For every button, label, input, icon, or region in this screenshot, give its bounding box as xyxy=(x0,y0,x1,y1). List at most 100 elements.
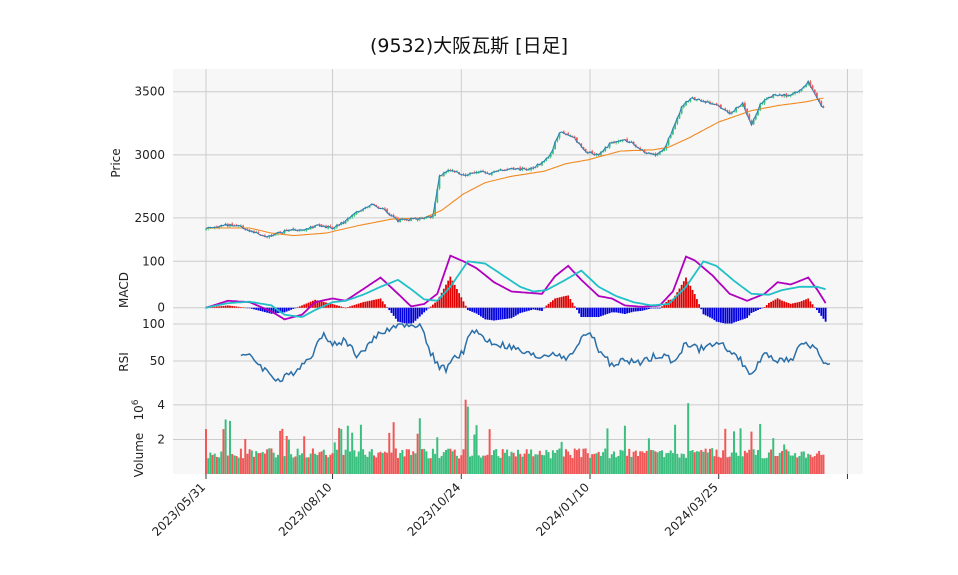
candle-body xyxy=(547,157,550,159)
macd-histogram-bar xyxy=(717,307,720,323)
volume-bar xyxy=(416,433,419,474)
volume-bar xyxy=(606,428,609,474)
macd-histogram-bar xyxy=(456,288,458,308)
volume-bar xyxy=(259,453,262,474)
x-tick-label: 2023/10/24 xyxy=(405,480,464,539)
macd-histogram-bar xyxy=(484,307,487,320)
y-tick-label: 2 xyxy=(157,432,165,446)
volume-bar xyxy=(320,451,323,474)
candle-body xyxy=(344,220,347,224)
macd-histogram-bar xyxy=(798,301,801,308)
candle-body xyxy=(434,202,436,217)
macd-histogram-bar xyxy=(235,306,238,308)
volume-bar xyxy=(617,455,620,474)
volume-bar xyxy=(250,450,253,474)
macd-histogram-bar xyxy=(560,296,563,308)
macd-histogram-bar xyxy=(414,307,417,321)
volume-bar xyxy=(641,451,644,474)
macd-histogram-bar xyxy=(229,305,231,308)
macd-histogram-bar xyxy=(643,307,646,311)
candle-body xyxy=(709,101,711,104)
macd-histogram-bar xyxy=(569,299,572,308)
volume-bar xyxy=(314,453,317,474)
volume-bar xyxy=(237,457,240,474)
volume-bar xyxy=(759,423,762,474)
macd-histogram-bar xyxy=(340,306,343,308)
candle-body xyxy=(632,142,635,144)
candle-body xyxy=(224,223,227,226)
volume-bar xyxy=(301,453,303,474)
macd-histogram-bar xyxy=(778,299,781,308)
macd-histogram-bar xyxy=(259,307,262,311)
macd-histogram-bar xyxy=(244,307,247,309)
macd-histogram-bar xyxy=(591,307,594,318)
candle-body xyxy=(658,152,661,155)
volume-bar xyxy=(368,451,371,474)
volume-bar xyxy=(571,458,574,474)
candle-body xyxy=(796,92,799,94)
volume-bar xyxy=(805,457,807,474)
volume-bar xyxy=(547,452,550,474)
macd-histogram-bar xyxy=(543,307,546,309)
volume-bar xyxy=(770,449,773,474)
macd-histogram-bar xyxy=(303,304,306,308)
macd-histogram-bar xyxy=(460,297,463,308)
volume-bar xyxy=(270,448,273,474)
volume-bar xyxy=(717,456,720,474)
volume-bar xyxy=(220,451,223,474)
macd-histogram-bar xyxy=(379,298,382,308)
volume-bar xyxy=(386,452,389,474)
panel-macd: 0 100 MACD xyxy=(117,252,863,325)
volume-bar xyxy=(257,453,260,474)
macd-histogram-bar xyxy=(440,292,443,308)
macd-histogram-bar xyxy=(508,307,511,319)
macd-histogram-bar xyxy=(783,301,786,308)
macd-histogram-bar xyxy=(816,307,818,311)
macd-histogram-bar xyxy=(353,304,356,308)
macd-histogram-bar xyxy=(650,307,652,309)
volume-bar xyxy=(748,449,751,474)
macd-histogram-bar xyxy=(392,307,395,316)
volume-bar xyxy=(303,436,306,474)
candle-body xyxy=(442,172,445,176)
volume-bar xyxy=(521,456,524,474)
x-tick-label: 2023/08/10 xyxy=(276,480,335,539)
macd-histogram-bar xyxy=(554,298,556,308)
candle-body xyxy=(342,221,345,224)
macd-histogram-bar xyxy=(822,307,825,319)
candle-body xyxy=(329,226,332,228)
price-axis-label: Price xyxy=(109,148,123,177)
candle-body xyxy=(475,172,478,174)
volume-bar xyxy=(373,455,375,474)
volume-bar xyxy=(543,455,546,474)
volume-bar xyxy=(680,453,683,474)
candle-body xyxy=(377,206,380,209)
macd-histogram-bar xyxy=(390,307,393,313)
volume-bar xyxy=(499,457,502,474)
macd-histogram-bar xyxy=(632,307,635,312)
macd-histogram-bar xyxy=(772,300,775,308)
macd-histogram-bar xyxy=(355,304,358,308)
volume-bar xyxy=(490,455,493,474)
volume-bar xyxy=(218,457,221,474)
volume-bar xyxy=(580,457,583,474)
macd-histogram-bar xyxy=(678,288,681,308)
macd-yticks: 0 100 xyxy=(142,254,165,314)
volume-bar xyxy=(582,448,585,474)
macd-histogram-bar xyxy=(757,307,759,311)
macd-histogram-bar xyxy=(397,307,399,322)
volume-bar xyxy=(338,427,341,474)
volume-bar xyxy=(589,457,591,474)
volume-bar xyxy=(551,450,554,474)
macd-histogram-bar xyxy=(314,299,316,308)
volume-bar xyxy=(290,454,293,474)
volume-bar xyxy=(517,449,519,474)
volume-bar xyxy=(353,450,356,474)
candle-body xyxy=(573,136,576,138)
volume-bar xyxy=(604,448,607,474)
macd-histogram-bar xyxy=(261,307,264,312)
candle-body xyxy=(626,139,628,142)
volume-bar xyxy=(449,448,452,474)
candle-body xyxy=(724,108,727,111)
